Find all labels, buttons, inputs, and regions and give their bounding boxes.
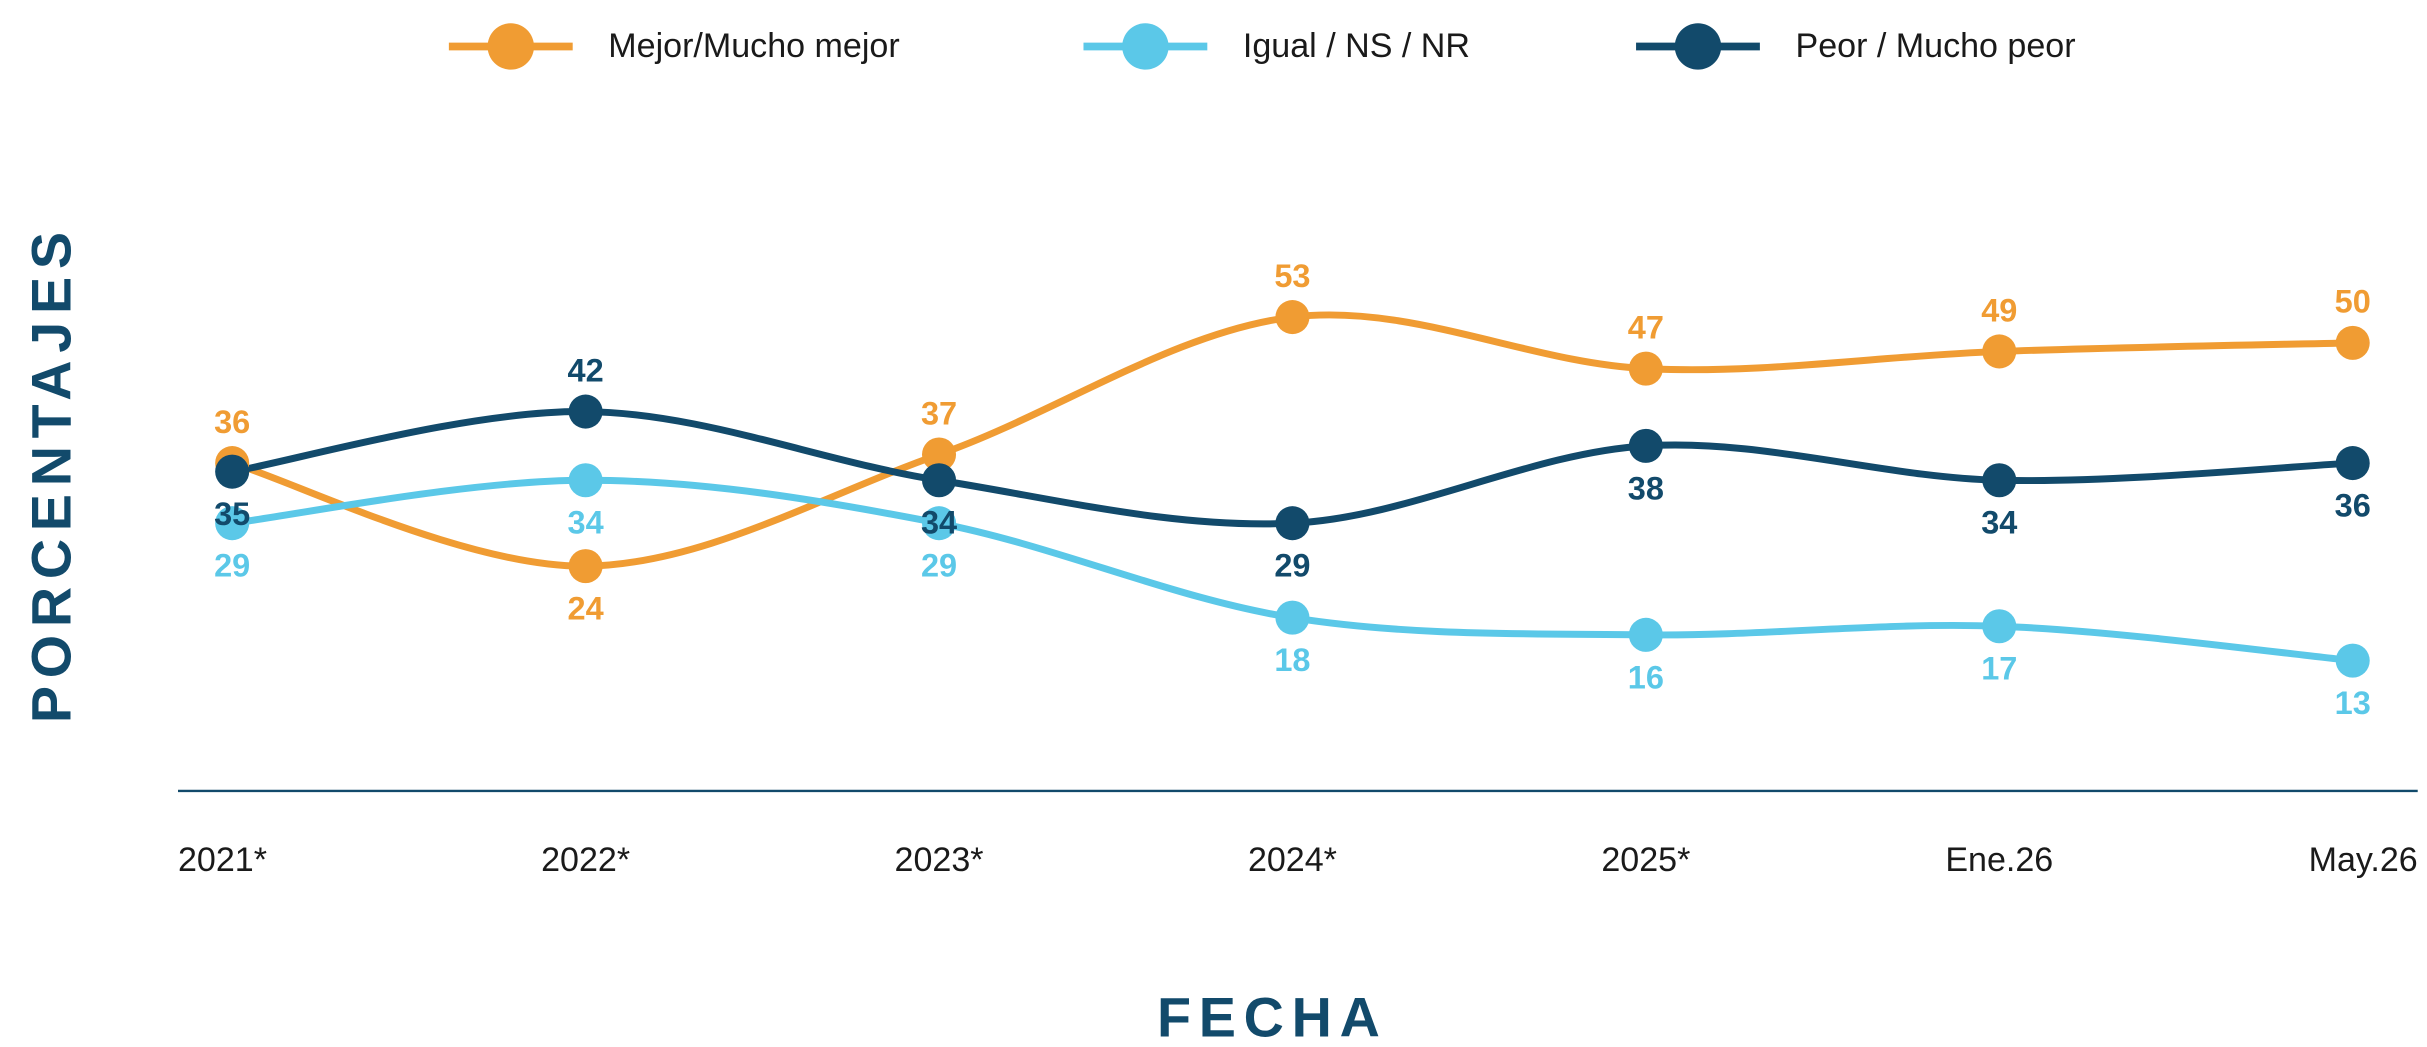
data-label: 37 [921, 395, 957, 431]
point [1628, 351, 1663, 386]
data-label: 18 [1274, 642, 1310, 678]
data-label: 24 [568, 591, 604, 627]
y-axis-title: PORCENTAJES [20, 224, 82, 723]
data-label: 34 [568, 505, 604, 541]
x-tick-label: Ene.26 [1945, 841, 2053, 879]
data-label: 17 [1981, 651, 2017, 687]
data-label: 34 [1981, 505, 2017, 541]
point [1275, 300, 1310, 335]
data-label: 36 [2335, 488, 2371, 524]
legend-label: Peor / Mucho peor [1795, 27, 2075, 65]
x-tick-label: 2025* [1601, 841, 1690, 879]
x-tick-label: 2023* [895, 841, 984, 879]
legend-marker [1674, 23, 1722, 70]
x-tick-label: May.26 [2309, 841, 2418, 879]
point [1628, 428, 1663, 463]
point [921, 463, 957, 498]
x-tick-label: 2022* [541, 841, 630, 879]
data-label: 13 [2335, 685, 2371, 721]
point [1628, 617, 1663, 652]
point [568, 394, 603, 429]
data-label: 35 [214, 496, 250, 532]
data-label: 29 [921, 548, 957, 584]
data-label: 47 [1628, 309, 1664, 345]
legend-marker [1122, 23, 1169, 70]
legend-marker [487, 23, 535, 70]
point [1982, 463, 2017, 498]
point [568, 463, 603, 498]
point [921, 437, 957, 472]
point [568, 549, 603, 584]
data-label: 29 [214, 548, 250, 584]
data-label: 34 [921, 505, 957, 541]
data-label: 29 [1274, 548, 1310, 584]
x-tick-label: 2021* [178, 841, 267, 879]
data-label: 38 [1628, 470, 1664, 506]
data-label: 50 [2335, 284, 2371, 320]
point [2335, 325, 2370, 360]
point [1982, 334, 2017, 369]
point [2335, 446, 2370, 481]
legend-label: Igual / NS / NR [1243, 27, 1470, 65]
legend-label: Mejor/Mucho mejor [608, 27, 899, 65]
x-axis-title: FECHA [1157, 986, 1388, 1047]
point [215, 454, 250, 489]
data-label: 36 [214, 404, 250, 440]
data-label: 49 [1981, 292, 2017, 328]
point [1275, 600, 1310, 635]
data-label: 16 [1628, 659, 1664, 695]
point [1982, 609, 2017, 644]
point [921, 506, 957, 541]
point [215, 506, 250, 541]
point [1275, 506, 1310, 541]
data-label: 53 [1274, 258, 1310, 294]
x-tick-label: 2024* [1248, 841, 1337, 879]
point [2335, 643, 2370, 678]
data-label: 42 [568, 352, 604, 388]
